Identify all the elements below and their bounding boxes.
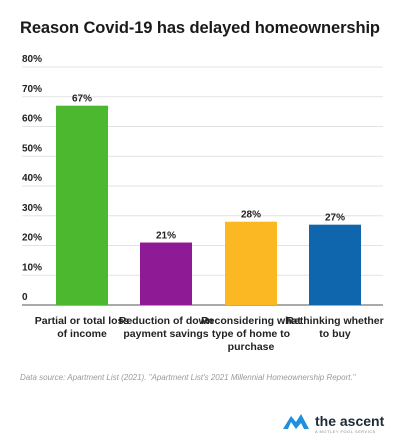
y-tick-label: 80% (22, 54, 42, 65)
y-tick-label: 0 (22, 292, 28, 303)
y-tick-label: 60% (22, 114, 42, 125)
y-tick-label: 70% (22, 84, 42, 95)
chart-title: Reason Covid-19 has delayed homeownershi… (20, 19, 380, 37)
bar-value-label: 67% (72, 94, 92, 105)
x-category-label: Partial or total loss (35, 315, 130, 327)
x-category-label: Reconsidering what (201, 315, 301, 327)
x-category-label: purchase (228, 341, 275, 353)
x-category-label: of income (57, 328, 107, 340)
bar (309, 224, 361, 305)
x-category-label: Rethinking whether (286, 315, 383, 327)
y-tick-label: 30% (22, 203, 42, 214)
x-category-label: to buy (319, 328, 351, 340)
x-category-label: type of home to (212, 328, 290, 340)
bar-chart: 0 10% 20% 30% 40% 50% 60% 70% 80% 67% Partial or t… (22, 54, 384, 353)
y-tick-label: 50% (22, 143, 42, 154)
y-tick-label: 40% (22, 173, 42, 184)
bar-value-label: 28% (241, 210, 261, 221)
y-tick-label: 10% (22, 262, 42, 273)
brand-logo: the ascent A MOTLEY FOOL SERVICE (282, 408, 384, 434)
bar (140, 242, 192, 305)
ascent-logo-icon (283, 414, 309, 429)
y-tick-label: 20% (22, 233, 42, 244)
bar-value-label: 21% (156, 231, 176, 242)
x-category-label: payment savings (123, 328, 208, 340)
bar-value-label: 27% (325, 213, 345, 224)
data-source-note: Data source: Apartment List (2021). "Apa… (20, 373, 356, 382)
bar (56, 105, 108, 305)
bar (225, 221, 277, 305)
brand-tagline: A MOTLEY FOOL SERVICE (315, 429, 376, 434)
x-category-label: Reduction of down (119, 315, 214, 327)
brand-name: the ascent (315, 413, 385, 429)
